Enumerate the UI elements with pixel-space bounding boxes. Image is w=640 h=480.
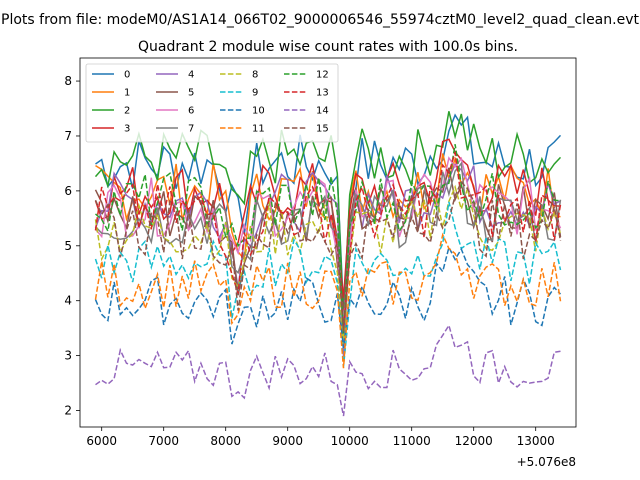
legend-frame (85, 63, 339, 143)
legend-label-15: 15 (316, 124, 329, 135)
series-line-2 (94, 111, 562, 322)
series-line-9 (94, 201, 562, 367)
legend-label-6: 6 (188, 106, 194, 117)
x-tick-label-11000: 11000 (393, 434, 431, 448)
legend-label-5: 5 (188, 88, 194, 99)
series-line-0 (95, 113, 562, 310)
y-tick-label-4: 4 (64, 294, 72, 308)
chart-suptitle: Plots from file: modeM0/AS1A14_066T02_90… (1, 12, 639, 28)
legend-label-11: 11 (252, 124, 265, 135)
x-tick-label-7000: 7000 (148, 434, 179, 448)
legend-label-8: 8 (252, 70, 258, 81)
series-line-14 (95, 323, 561, 417)
x-tick-label-10000: 10000 (331, 434, 369, 448)
legend-label-12: 12 (316, 70, 329, 81)
x-tick-label-12000: 12000 (455, 434, 493, 448)
x-tick-label-13000: 13000 (517, 434, 555, 448)
x-offset-label: +5.076e8 (517, 455, 576, 469)
x-tick-label-8000: 8000 (210, 434, 241, 448)
legend-label-1: 1 (124, 88, 130, 99)
series-line-12 (95, 144, 561, 334)
legend-label-9: 9 (252, 88, 258, 99)
legend-label-10: 10 (252, 106, 265, 117)
series-line-15 (94, 180, 562, 333)
series-line-10 (94, 245, 562, 348)
y-tick-label-3: 3 (64, 349, 72, 363)
series-line-6 (94, 156, 562, 324)
plot-frame (79, 57, 577, 428)
chart-title: Quadrant 2 module wise count rates with … (138, 39, 518, 55)
x-tick-label-9000: 9000 (272, 434, 303, 448)
legend-label-3: 3 (124, 124, 130, 135)
y-tick-label-2: 2 (64, 404, 72, 418)
legend-label-14: 14 (316, 106, 329, 117)
series-line-1 (95, 153, 561, 321)
x-tick-label-6000: 6000 (86, 434, 117, 448)
legend-label-2: 2 (124, 106, 130, 117)
series-line-7 (94, 161, 562, 335)
y-tick-label-8: 8 (64, 74, 72, 88)
y-tick-label-5: 5 (64, 239, 72, 253)
x-axis: 6000 7000 8000 9000 10000 11000 12000 13000 (86, 427, 555, 448)
legend-label-13: 13 (316, 88, 329, 99)
series-line-13 (94, 152, 562, 330)
legend-label-7: 7 (188, 124, 194, 135)
y-tick-label-6: 6 (64, 184, 72, 198)
series-layer (94, 111, 562, 417)
legend-label-4: 4 (188, 70, 194, 81)
y-axis: 2 3 4 5 6 7 8 (64, 74, 80, 418)
y-tick-label-7: 7 (64, 129, 72, 143)
legend-label-0: 0 (124, 70, 130, 81)
